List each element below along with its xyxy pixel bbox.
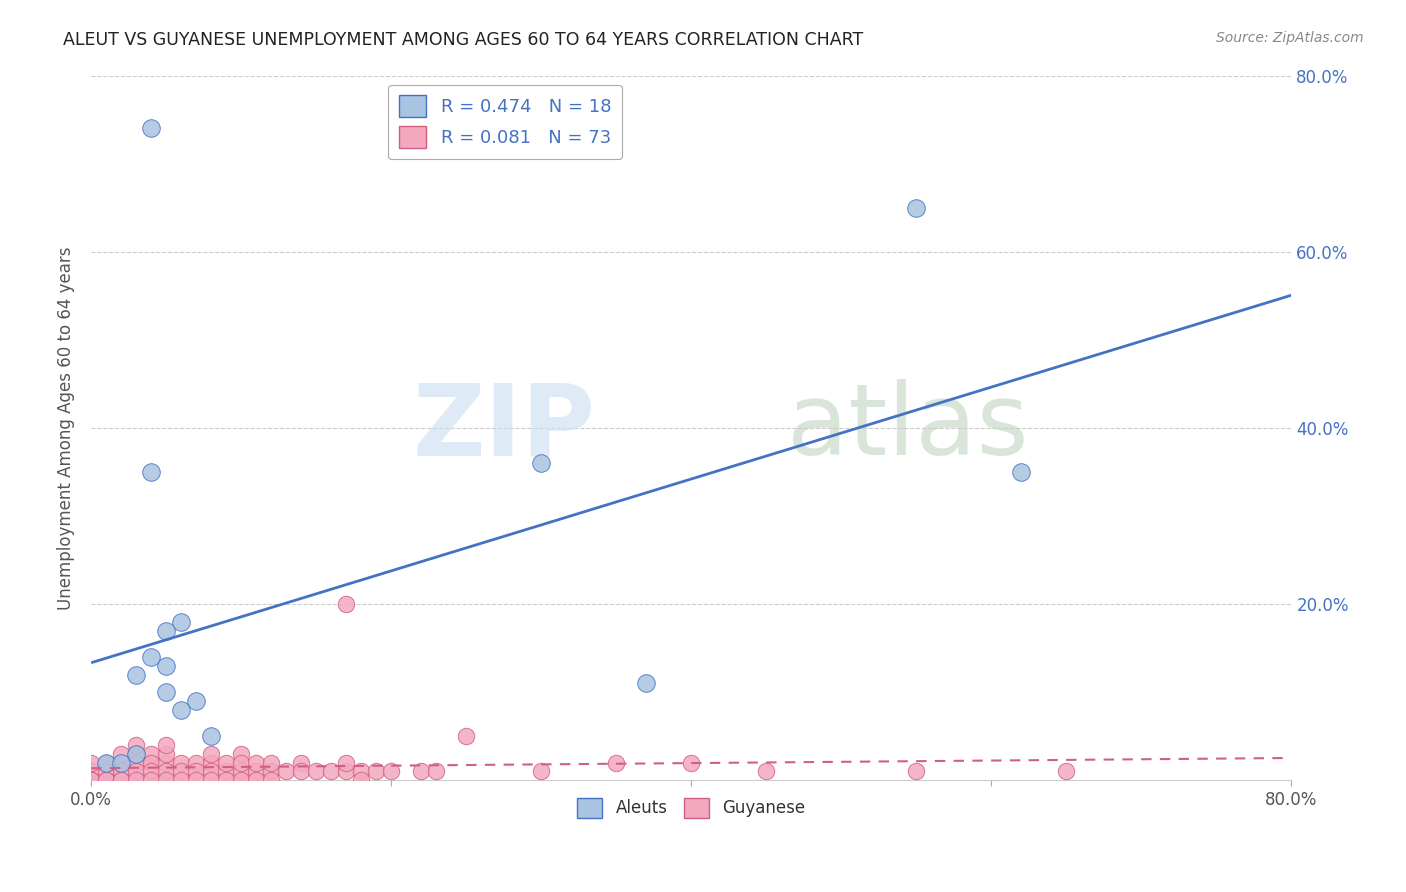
Point xyxy=(231,756,253,770)
Point xyxy=(335,756,357,770)
Point xyxy=(170,773,193,788)
Point xyxy=(215,756,238,770)
Point xyxy=(425,764,447,779)
Point xyxy=(155,773,177,788)
Point xyxy=(245,773,267,788)
Point xyxy=(335,597,357,611)
Point xyxy=(186,694,208,708)
Point xyxy=(155,658,177,673)
Point xyxy=(260,756,283,770)
Point xyxy=(155,738,177,752)
Point xyxy=(530,456,553,470)
Point xyxy=(456,729,478,743)
Point xyxy=(125,764,148,779)
Point xyxy=(1054,764,1077,779)
Point xyxy=(260,764,283,779)
Point xyxy=(186,764,208,779)
Point xyxy=(125,773,148,788)
Point xyxy=(141,747,163,761)
Point xyxy=(755,764,778,779)
Point xyxy=(530,764,553,779)
Point xyxy=(200,729,222,743)
Text: Source: ZipAtlas.com: Source: ZipAtlas.com xyxy=(1216,31,1364,45)
Text: ZIP: ZIP xyxy=(412,379,595,476)
Point xyxy=(200,747,222,761)
Point xyxy=(96,764,118,779)
Point xyxy=(80,773,103,788)
Point xyxy=(110,764,132,779)
Point xyxy=(141,465,163,479)
Point xyxy=(245,764,267,779)
Text: ALEUT VS GUYANESE UNEMPLOYMENT AMONG AGES 60 TO 64 YEARS CORRELATION CHART: ALEUT VS GUYANESE UNEMPLOYMENT AMONG AGE… xyxy=(63,31,863,49)
Point xyxy=(96,756,118,770)
Point xyxy=(1010,465,1032,479)
Point xyxy=(186,756,208,770)
Point xyxy=(905,201,928,215)
Point xyxy=(110,773,132,788)
Point xyxy=(366,764,388,779)
Point xyxy=(260,773,283,788)
Point xyxy=(80,764,103,779)
Point xyxy=(276,764,298,779)
Point xyxy=(141,756,163,770)
Point xyxy=(141,650,163,665)
Point xyxy=(290,764,312,779)
Point xyxy=(155,624,177,638)
Text: atlas: atlas xyxy=(787,379,1029,476)
Point xyxy=(110,756,132,770)
Point xyxy=(125,747,148,761)
Point xyxy=(155,747,177,761)
Point xyxy=(186,773,208,788)
Point xyxy=(231,747,253,761)
Point xyxy=(380,764,402,779)
Point xyxy=(335,764,357,779)
Point xyxy=(110,773,132,788)
Point xyxy=(80,773,103,788)
Point xyxy=(321,764,343,779)
Point xyxy=(125,667,148,681)
Point xyxy=(350,764,373,779)
Point xyxy=(80,773,103,788)
Point xyxy=(155,685,177,699)
Point xyxy=(141,764,163,779)
Point xyxy=(170,764,193,779)
Point xyxy=(200,773,222,788)
Point xyxy=(411,764,433,779)
Point xyxy=(231,773,253,788)
Point xyxy=(605,756,627,770)
Point xyxy=(245,756,267,770)
Point xyxy=(200,764,222,779)
Point xyxy=(231,764,253,779)
Point xyxy=(290,756,312,770)
Point xyxy=(125,756,148,770)
Point xyxy=(96,773,118,788)
Point xyxy=(80,773,103,788)
Point xyxy=(681,756,703,770)
Point xyxy=(215,764,238,779)
Point xyxy=(350,773,373,788)
Point xyxy=(636,676,658,690)
Y-axis label: Unemployment Among Ages 60 to 64 years: Unemployment Among Ages 60 to 64 years xyxy=(58,246,75,609)
Point xyxy=(96,773,118,788)
Point xyxy=(110,756,132,770)
Point xyxy=(200,756,222,770)
Point xyxy=(170,615,193,629)
Point xyxy=(125,747,148,761)
Point xyxy=(125,738,148,752)
Point xyxy=(155,756,177,770)
Point xyxy=(155,764,177,779)
Point xyxy=(170,756,193,770)
Point xyxy=(141,121,163,136)
Point xyxy=(80,756,103,770)
Point xyxy=(96,756,118,770)
Point xyxy=(215,773,238,788)
Point xyxy=(905,764,928,779)
Point xyxy=(305,764,328,779)
Point xyxy=(141,773,163,788)
Point xyxy=(110,747,132,761)
Legend: Aleuts, Guyanese: Aleuts, Guyanese xyxy=(571,791,813,825)
Point xyxy=(170,703,193,717)
